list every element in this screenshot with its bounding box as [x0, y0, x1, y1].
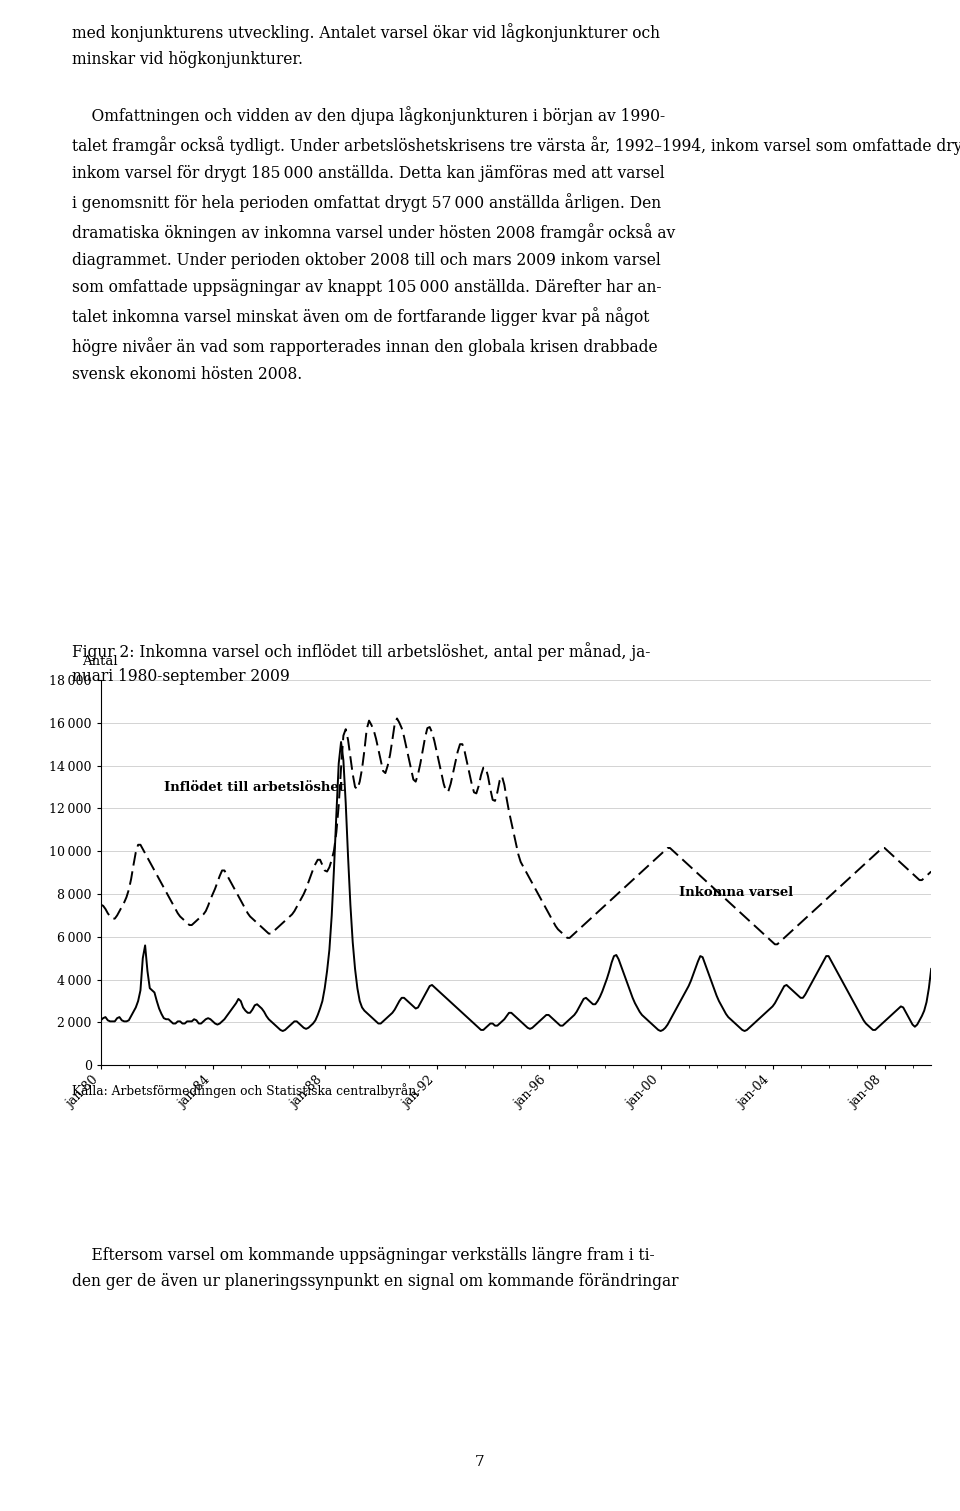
Text: Figur 2: Inkomna varsel och inflödet till arbetslöshet, antal per månad, ja-
nua: Figur 2: Inkomna varsel och inflödet til…	[72, 642, 650, 684]
Text: Källa: Arbetsförmedlingen och Statistiska centralbyrån.: Källa: Arbetsförmedlingen och Statistisk…	[72, 1083, 420, 1098]
Text: med konjunkturens utveckling. Antalet varsel ökar vid lågkonjunkturer och
minska: med konjunkturens utveckling. Antalet va…	[72, 23, 960, 382]
Text: Inkomna varsel: Inkomna varsel	[680, 885, 794, 899]
Text: 7: 7	[475, 1455, 485, 1469]
Text: Eftersom varsel om kommande uppsägningar verkställs längre fram i ti-
den ger de: Eftersom varsel om kommande uppsägningar…	[72, 1247, 679, 1290]
Text: Inflödet till arbetslöshet: Inflödet till arbetslöshet	[164, 781, 345, 795]
Text: Antal: Antal	[82, 654, 117, 668]
